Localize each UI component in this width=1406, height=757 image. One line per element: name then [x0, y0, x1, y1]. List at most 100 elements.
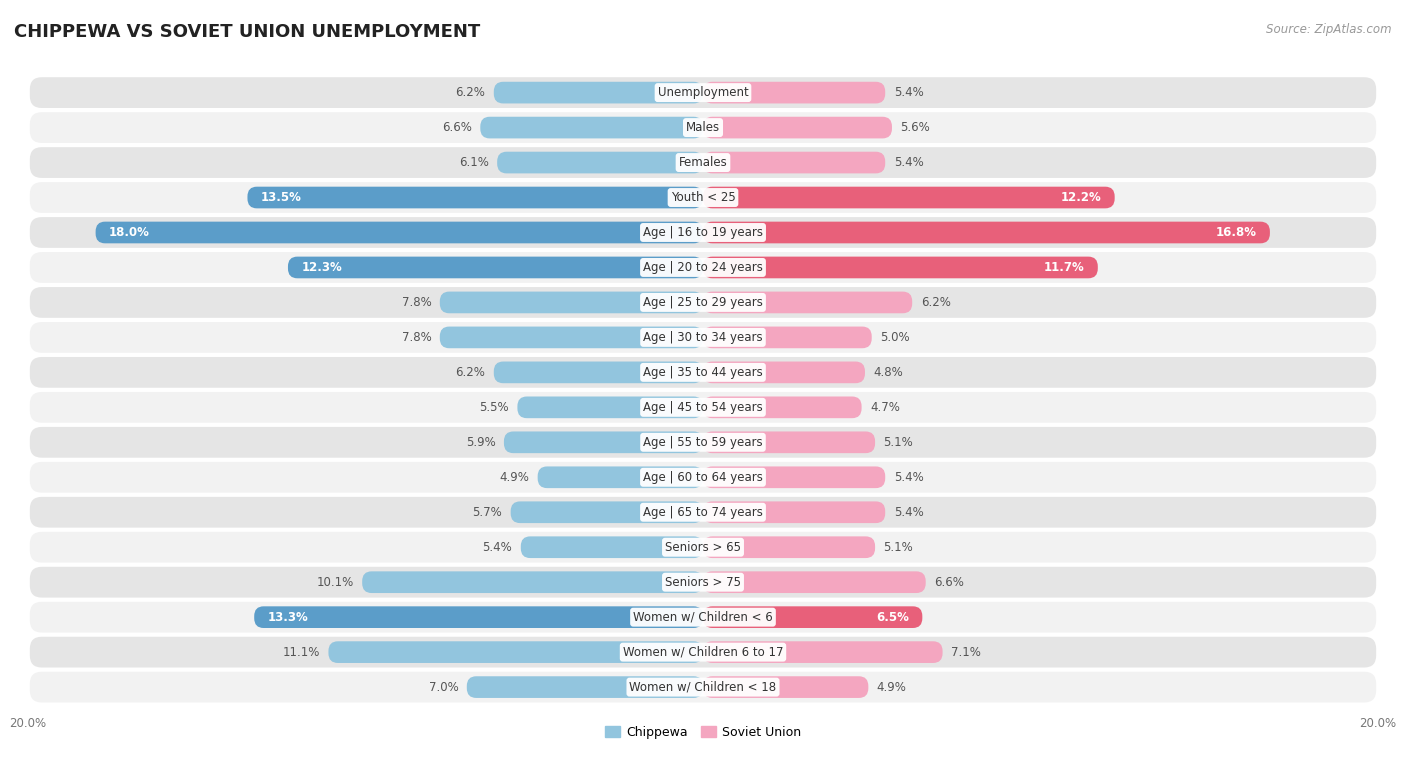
Text: Age | 35 to 44 years: Age | 35 to 44 years — [643, 366, 763, 378]
Text: Males: Males — [686, 121, 720, 134]
FancyBboxPatch shape — [30, 287, 1376, 318]
FancyBboxPatch shape — [30, 497, 1376, 528]
Text: 5.1%: 5.1% — [883, 436, 914, 449]
Text: 5.4%: 5.4% — [482, 540, 512, 553]
FancyBboxPatch shape — [703, 326, 872, 348]
Text: Age | 60 to 64 years: Age | 60 to 64 years — [643, 471, 763, 484]
FancyBboxPatch shape — [363, 572, 703, 593]
Text: 6.2%: 6.2% — [456, 86, 485, 99]
Text: Age | 55 to 59 years: Age | 55 to 59 years — [643, 436, 763, 449]
Text: 5.0%: 5.0% — [880, 331, 910, 344]
Text: 6.5%: 6.5% — [876, 611, 908, 624]
FancyBboxPatch shape — [703, 82, 886, 104]
Text: 5.4%: 5.4% — [894, 156, 924, 169]
FancyBboxPatch shape — [510, 501, 703, 523]
FancyBboxPatch shape — [30, 112, 1376, 143]
FancyBboxPatch shape — [703, 397, 862, 418]
FancyBboxPatch shape — [440, 291, 703, 313]
FancyBboxPatch shape — [254, 606, 703, 628]
FancyBboxPatch shape — [467, 676, 703, 698]
Text: 16.8%: 16.8% — [1215, 226, 1257, 239]
FancyBboxPatch shape — [440, 326, 703, 348]
Text: Age | 20 to 24 years: Age | 20 to 24 years — [643, 261, 763, 274]
Text: Source: ZipAtlas.com: Source: ZipAtlas.com — [1267, 23, 1392, 36]
Text: 5.4%: 5.4% — [894, 506, 924, 519]
Text: 4.7%: 4.7% — [870, 401, 900, 414]
FancyBboxPatch shape — [481, 117, 703, 139]
Text: 5.9%: 5.9% — [465, 436, 495, 449]
FancyBboxPatch shape — [703, 291, 912, 313]
FancyBboxPatch shape — [703, 431, 875, 453]
FancyBboxPatch shape — [703, 187, 1115, 208]
Text: Age | 45 to 54 years: Age | 45 to 54 years — [643, 401, 763, 414]
FancyBboxPatch shape — [703, 572, 925, 593]
Text: Females: Females — [679, 156, 727, 169]
Text: 7.1%: 7.1% — [950, 646, 981, 659]
Text: 4.9%: 4.9% — [499, 471, 529, 484]
FancyBboxPatch shape — [247, 187, 703, 208]
FancyBboxPatch shape — [30, 217, 1376, 248]
FancyBboxPatch shape — [30, 462, 1376, 493]
Text: 6.6%: 6.6% — [441, 121, 472, 134]
FancyBboxPatch shape — [96, 222, 703, 243]
FancyBboxPatch shape — [703, 222, 1270, 243]
FancyBboxPatch shape — [494, 362, 703, 383]
Text: Women w/ Children < 6: Women w/ Children < 6 — [633, 611, 773, 624]
Text: 6.1%: 6.1% — [458, 156, 489, 169]
Text: 12.2%: 12.2% — [1060, 191, 1101, 204]
FancyBboxPatch shape — [703, 466, 886, 488]
FancyBboxPatch shape — [30, 77, 1376, 108]
Text: 10.1%: 10.1% — [316, 575, 354, 589]
FancyBboxPatch shape — [503, 431, 703, 453]
FancyBboxPatch shape — [703, 362, 865, 383]
FancyBboxPatch shape — [703, 501, 886, 523]
Text: 11.7%: 11.7% — [1043, 261, 1084, 274]
Legend: Chippewa, Soviet Union: Chippewa, Soviet Union — [600, 721, 806, 744]
Text: 4.9%: 4.9% — [877, 681, 907, 693]
Text: 5.4%: 5.4% — [894, 471, 924, 484]
Text: 6.2%: 6.2% — [921, 296, 950, 309]
FancyBboxPatch shape — [30, 637, 1376, 668]
Text: 7.0%: 7.0% — [429, 681, 458, 693]
Text: Seniors > 75: Seniors > 75 — [665, 575, 741, 589]
Text: CHIPPEWA VS SOVIET UNION UNEMPLOYMENT: CHIPPEWA VS SOVIET UNION UNEMPLOYMENT — [14, 23, 481, 41]
FancyBboxPatch shape — [517, 397, 703, 418]
FancyBboxPatch shape — [703, 641, 942, 663]
FancyBboxPatch shape — [30, 357, 1376, 388]
FancyBboxPatch shape — [520, 537, 703, 558]
FancyBboxPatch shape — [329, 641, 703, 663]
FancyBboxPatch shape — [30, 392, 1376, 422]
Text: 13.3%: 13.3% — [267, 611, 308, 624]
Text: 11.1%: 11.1% — [283, 646, 321, 659]
Text: 12.3%: 12.3% — [301, 261, 342, 274]
Text: Unemployment: Unemployment — [658, 86, 748, 99]
Text: Age | 30 to 34 years: Age | 30 to 34 years — [643, 331, 763, 344]
FancyBboxPatch shape — [498, 151, 703, 173]
FancyBboxPatch shape — [30, 147, 1376, 178]
Text: 5.7%: 5.7% — [472, 506, 502, 519]
Text: 18.0%: 18.0% — [110, 226, 150, 239]
Text: 5.1%: 5.1% — [883, 540, 914, 553]
FancyBboxPatch shape — [494, 82, 703, 104]
FancyBboxPatch shape — [703, 117, 891, 139]
FancyBboxPatch shape — [30, 532, 1376, 562]
Text: Women w/ Children 6 to 17: Women w/ Children 6 to 17 — [623, 646, 783, 659]
Text: Youth < 25: Youth < 25 — [671, 191, 735, 204]
Text: Seniors > 65: Seniors > 65 — [665, 540, 741, 553]
Text: 4.8%: 4.8% — [873, 366, 903, 378]
FancyBboxPatch shape — [30, 671, 1376, 702]
Text: Age | 65 to 74 years: Age | 65 to 74 years — [643, 506, 763, 519]
Text: 7.8%: 7.8% — [402, 331, 432, 344]
Text: 5.5%: 5.5% — [479, 401, 509, 414]
FancyBboxPatch shape — [703, 606, 922, 628]
Text: 5.6%: 5.6% — [900, 121, 931, 134]
FancyBboxPatch shape — [288, 257, 703, 279]
FancyBboxPatch shape — [703, 537, 875, 558]
FancyBboxPatch shape — [30, 252, 1376, 283]
FancyBboxPatch shape — [537, 466, 703, 488]
FancyBboxPatch shape — [703, 676, 869, 698]
FancyBboxPatch shape — [703, 151, 886, 173]
Text: 5.4%: 5.4% — [894, 86, 924, 99]
Text: 7.8%: 7.8% — [402, 296, 432, 309]
Text: Women w/ Children < 18: Women w/ Children < 18 — [630, 681, 776, 693]
